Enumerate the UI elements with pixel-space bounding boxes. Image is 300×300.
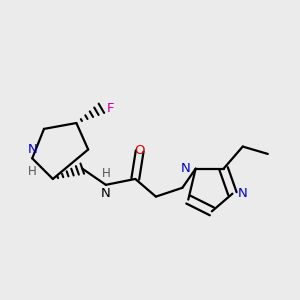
Text: H: H [28, 165, 37, 178]
Text: F: F [106, 102, 114, 115]
Text: O: O [134, 145, 145, 158]
Text: N: N [237, 187, 247, 200]
Text: N: N [181, 162, 191, 175]
Text: N: N [101, 187, 111, 200]
Text: H: H [101, 167, 110, 180]
Text: N: N [27, 143, 37, 156]
